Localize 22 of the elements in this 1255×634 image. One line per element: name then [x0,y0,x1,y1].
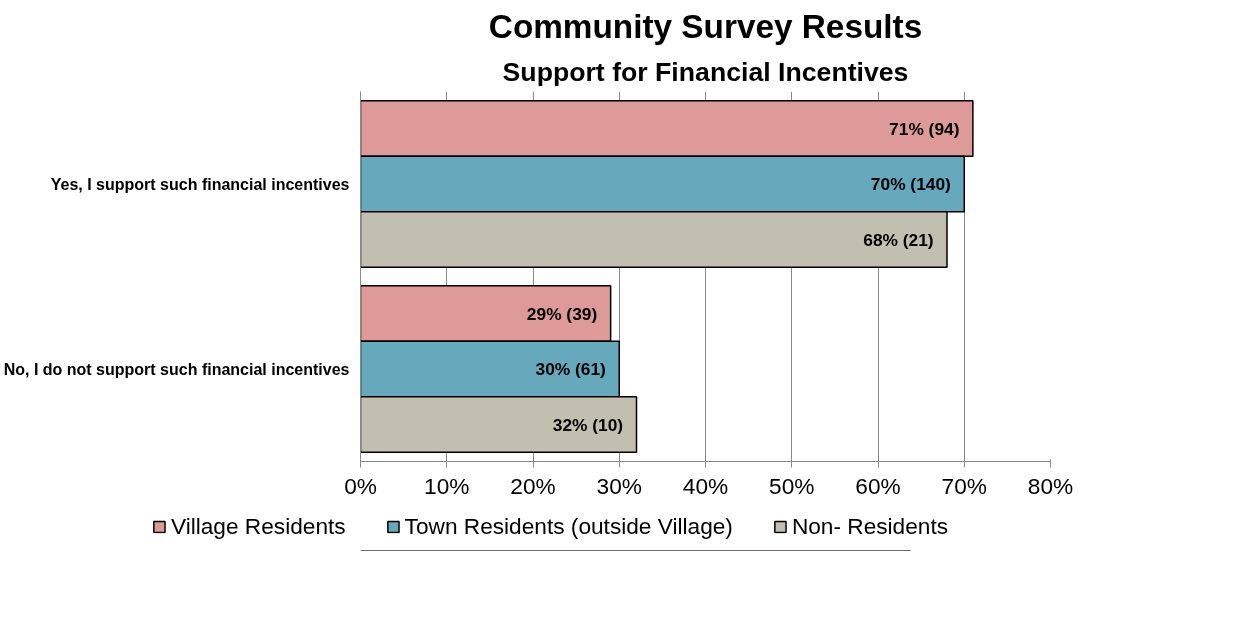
x-tick-label: 60% [855,472,901,499]
chart-title: Community Survey Results [488,7,923,45]
data-label: 70% (140) [870,174,951,194]
x-tick-label: 10% [424,472,470,499]
x-tick-label: 0% [344,472,377,499]
y-tick-label: Yes, I support such financial incentives [50,175,350,193]
legend-label: Village Residents [170,512,346,540]
data-label: 29% (39) [526,303,598,324]
legend-label: Town Residents (outside Village) [404,512,733,540]
data-label: 30% (61) [535,359,606,379]
legend-label: Non- Residents [791,512,949,540]
y-tick-label: No, I do not support such financial incentives [3,360,350,378]
x-tick-label: 70% [941,472,987,499]
data-label: 71% (94) [889,118,960,139]
x-tick-label: 20% [510,472,556,499]
data-label: 68% (21) [863,229,934,250]
x-tick-label: 30% [596,472,642,499]
chart-subtitle: Support for Financial Incentives [502,56,909,87]
x-tick-label: 80% [1027,472,1074,499]
data-label: 32% (10) [552,414,624,435]
x-tick-label: 50% [769,472,815,499]
x-tick-label: 40% [682,472,729,499]
